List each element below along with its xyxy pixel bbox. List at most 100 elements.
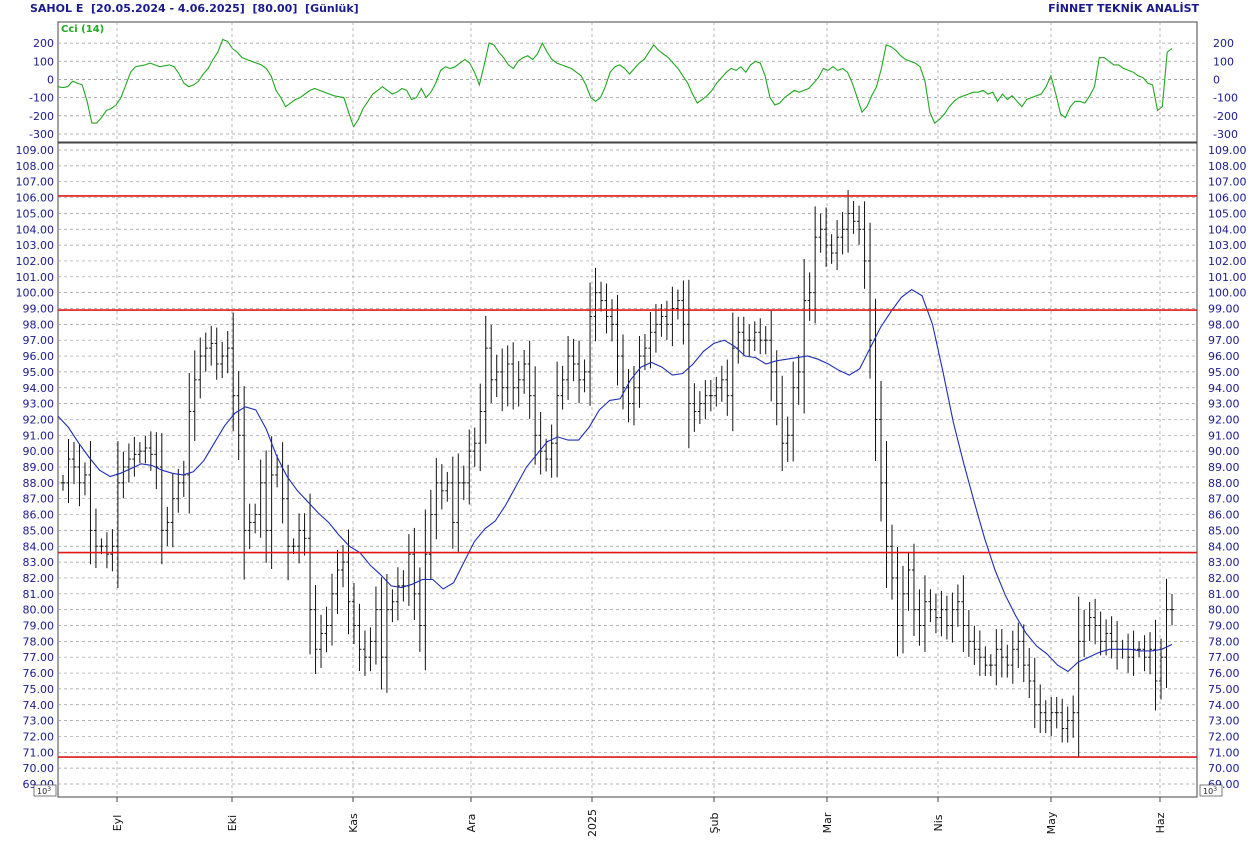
price-ytick-left: 75.00 [23,683,55,696]
ohlc-bar [264,450,269,563]
ohlc-bar [593,267,598,342]
ohlc-bar [61,475,65,491]
price-ytick-left: 86.00 [23,509,55,522]
price-ytick-right: 104.00 [1208,223,1247,236]
ohlc-bar [604,283,609,334]
price-ytick-left: 78.00 [23,635,55,648]
price-ytick-right: 98.00 [1208,318,1240,331]
x-tick-label: Eyl [111,815,124,832]
price-ytick-left: 81.00 [23,588,55,601]
cci-ytick-right: 200 [1213,37,1234,50]
price-ytick-left: 83.00 [23,556,55,569]
ohlc-bar [653,304,658,353]
price-ytick-right: 103.00 [1208,239,1247,252]
ohlc-bar [335,549,340,614]
price-ytick-left: 77.00 [23,651,55,664]
cci-plot-frame [57,21,1198,143]
ohlc-bar [478,383,483,472]
cci-ytick-left: 200 [33,37,54,50]
price-ytick-right: 99.00 [1208,303,1240,316]
ohlc-bar [566,335,571,400]
ohlc-bar [648,312,653,369]
ohlc-bar [494,354,499,397]
ohlc-bar [286,464,291,581]
ohlc-bar [500,348,505,412]
price-ytick-right: 75.00 [1208,683,1240,696]
price-ytick-right: 73.00 [1208,715,1240,728]
price-ytick-right: 93.00 [1208,398,1240,411]
param-label: [80.00] [252,2,298,15]
ohlc-bar [187,372,192,514]
price-ytick-left: 71.00 [23,746,55,759]
ohlc-bar [538,411,543,475]
ohlc-bar [170,473,175,548]
ohlc-bar [1170,593,1174,626]
ohlc-bar [890,524,895,600]
price-ytick-left: 99.00 [23,303,55,316]
ohlc-bar [154,432,159,490]
ohlc-bar [620,334,625,410]
ohlc-bar [917,589,922,646]
price-ytick-left: 95.00 [23,366,55,379]
price-ytick-right: 95.00 [1208,366,1240,379]
price-ytick-right: 70.00 [1208,762,1240,775]
ohlc-bar [692,383,697,432]
ohlc-bar [1093,598,1098,645]
x-tick-label: May [1045,811,1058,834]
ohlc-bar [862,201,867,289]
ohlc-bar [1049,697,1054,737]
price-ytick-left: 93.00 [23,398,55,411]
ohlc-bar [939,590,944,637]
price-ytick-right: 107.00 [1208,176,1247,189]
ohlc-bar [214,327,219,380]
ohlc-bar [313,584,318,674]
ohlc-bar [675,289,680,320]
cci-ytick-right: -100 [1213,92,1238,105]
price-ytick-right: 105.00 [1208,207,1247,220]
ohlc-bar [829,234,834,264]
ohlc-bar [796,354,801,405]
ohlc-bars [61,190,1174,758]
price-ytick-right: 83.00 [1208,556,1240,569]
ohlc-bar [818,213,823,253]
x-tick-label: Haz [1154,812,1167,833]
ohlc-bar [209,325,214,366]
cci-ytick-right: -200 [1213,110,1238,123]
price-ytick-left: 82.00 [23,572,55,585]
ohlc-bar [1109,616,1114,659]
ohlc-bar [522,350,527,394]
ohlc-bar [955,584,960,627]
ohlc-bar [1131,630,1136,676]
ohlc-bar [1104,619,1109,656]
price-ytick-right: 101.00 [1208,271,1247,284]
price-ytick-right: 92.00 [1208,413,1240,426]
ohlc-bar [994,629,999,686]
ohlc-bar [104,532,109,569]
ohlc-bar [66,438,71,503]
price-ytick-left: 90.00 [23,445,55,458]
cci-panel: 200 200 100 100 0 0 -100 -100 -200 -200 -300 -300 Cc… [29,21,1238,143]
ohlc-bar [225,330,230,374]
price-ytick-right: 91.00 [1208,429,1240,442]
price-ytick-left: 106.00 [16,192,55,205]
ohlc-bar [472,427,477,467]
price-ytick-right: 106.00 [1208,192,1247,205]
price-ytick-left: 104.00 [16,223,55,236]
price-ytick-left: 87.00 [23,493,55,506]
ohlc-bar [681,280,686,345]
ohlc-bar [297,513,302,564]
x-axis: Eyl Eki Kas Ara 2025 Şub Mar Nis May Haz [111,797,1167,837]
ohlc-bar [972,625,977,665]
price-ytick-left: 96.00 [23,350,55,363]
ohlc-bar [511,342,516,410]
price-ytick-right: 82.00 [1208,572,1240,585]
price-ytick-right: 81.00 [1208,588,1240,601]
ohlc-bar [330,573,335,646]
cci-ytick-right: -300 [1213,128,1238,141]
price-ytick-left: 88.00 [23,477,55,490]
price-ytick-right: 87.00 [1208,493,1240,506]
price-ytick-left: 70.00 [23,762,55,775]
price-ytick-left: 89.00 [23,461,55,474]
price-ytick-right: 71.00 [1208,746,1240,759]
